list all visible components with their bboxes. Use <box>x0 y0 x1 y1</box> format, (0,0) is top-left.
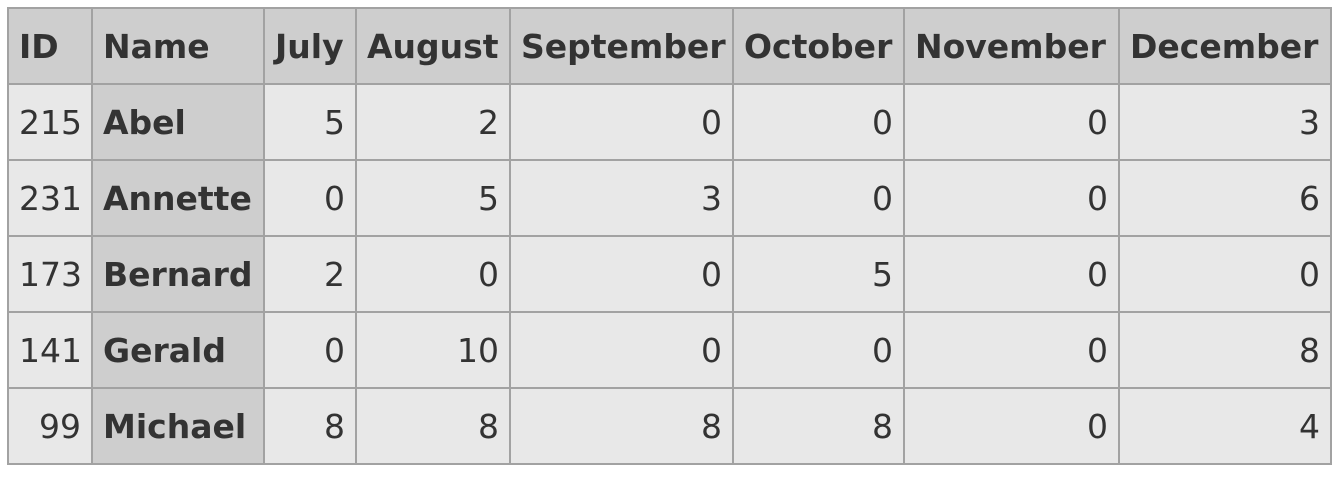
cell-name: Abel <box>91 83 265 161</box>
cell-july: 2 <box>263 235 357 313</box>
cell-october: 0 <box>732 159 905 237</box>
cell-december: 8 <box>1118 311 1332 389</box>
cell-november: 0 <box>903 387 1120 465</box>
cell-december: 6 <box>1118 159 1332 237</box>
cell-july: 8 <box>263 387 357 465</box>
cell-november: 0 <box>903 235 1120 313</box>
cell-september: 0 <box>509 311 734 389</box>
header-december: December <box>1118 7 1332 85</box>
cell-october: 8 <box>732 387 905 465</box>
cell-december: 0 <box>1118 235 1332 313</box>
cell-july: 0 <box>263 311 357 389</box>
cell-august: 0 <box>355 235 511 313</box>
cell-september: 3 <box>509 159 734 237</box>
table-container: ID Name July August September October No… <box>7 7 1332 465</box>
cell-september: 8 <box>509 387 734 465</box>
header-august: August <box>355 7 511 85</box>
header-id: ID <box>7 7 93 85</box>
header-november: November <box>903 7 1120 85</box>
cell-name: Annette <box>91 159 265 237</box>
cell-id: 231 <box>7 159 93 237</box>
cell-december: 3 <box>1118 83 1332 161</box>
monthly-data-table: ID Name July August September October No… <box>7 7 1332 465</box>
cell-august: 2 <box>355 83 511 161</box>
cell-november: 0 <box>903 83 1120 161</box>
header-july: July <box>263 7 357 85</box>
cell-september: 0 <box>509 83 734 161</box>
cell-october: 0 <box>732 311 905 389</box>
cell-id: 173 <box>7 235 93 313</box>
cell-id: 215 <box>7 83 93 161</box>
header-september: September <box>509 7 734 85</box>
cell-november: 0 <box>903 311 1120 389</box>
cell-december: 4 <box>1118 387 1332 465</box>
table-row: 141 Gerald 0 10 0 0 0 8 <box>7 311 1332 389</box>
cell-july: 5 <box>263 83 357 161</box>
cell-august: 5 <box>355 159 511 237</box>
cell-october: 5 <box>732 235 905 313</box>
table-row: 231 Annette 0 5 3 0 0 6 <box>7 159 1332 237</box>
header-name: Name <box>91 7 265 85</box>
table-row: 215 Abel 5 2 0 0 0 3 <box>7 83 1332 161</box>
cell-name: Michael <box>91 387 265 465</box>
cell-name: Bernard <box>91 235 265 313</box>
cell-id: 99 <box>7 387 93 465</box>
cell-august: 10 <box>355 311 511 389</box>
header-october: October <box>732 7 905 85</box>
table-row: 173 Bernard 2 0 0 5 0 0 <box>7 235 1332 313</box>
cell-august: 8 <box>355 387 511 465</box>
cell-october: 0 <box>732 83 905 161</box>
table-row: 99 Michael 8 8 8 8 0 4 <box>7 387 1332 465</box>
table-header-row: ID Name July August September October No… <box>7 7 1332 85</box>
cell-september: 0 <box>509 235 734 313</box>
cell-july: 0 <box>263 159 357 237</box>
cell-november: 0 <box>903 159 1120 237</box>
cell-id: 141 <box>7 311 93 389</box>
cell-name: Gerald <box>91 311 265 389</box>
